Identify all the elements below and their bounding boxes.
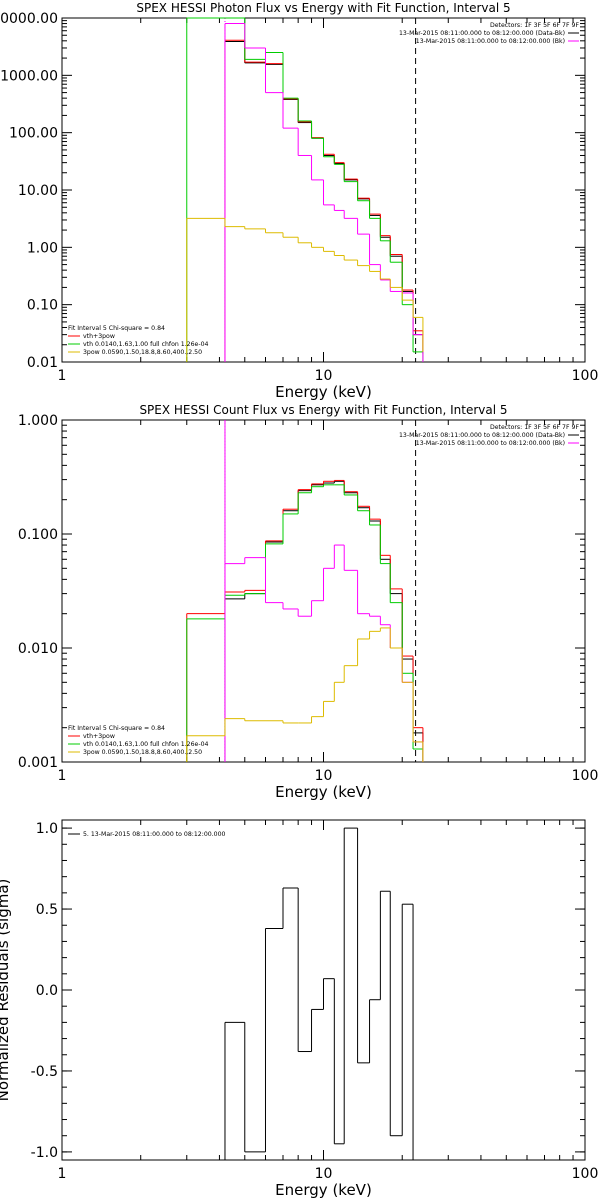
legend-entry-text: vth+3pow [83,733,115,740]
y-tick-label: 1.000 [18,413,58,429]
x-tick-label: 100 [572,768,599,784]
legend-entry-text: Fit Interval 5 Chi-square = 0.84 [68,325,165,332]
x-tick-label: 10 [315,768,333,784]
residuals-panel: 1 10 100 -1.0 -0.5 0.0 0.5 1.0 Energy (keV) Norma… [0,819,599,1199]
legend-entry-text: 5. 13-Mar-2015 08:11:00.000 to 08:12:00.… [83,831,226,838]
y-tick-label: 1.0 [36,821,58,837]
y-tick-label: 1.00 [27,240,58,256]
y-tick-label: 1000.00 [0,68,58,84]
legend-entry-text: 13-Mar-2015 08:11:00.000 to 08:12:00.000… [399,30,565,37]
chart-title: SPEX HESSI Photon Flux vs Energy with Fi… [136,1,510,15]
y-tick-label: -0.5 [31,1064,58,1080]
y-tick-label: 100.00 [9,126,58,142]
x-axis-label: Energy (keV) [275,383,372,401]
y-tick-label: 10.00 [18,183,58,199]
legend-entry-text: vth 0.0140,1.63,1.00 full chfon 1.26e-04 [83,341,209,348]
legend-entry-text: 13-Mar-2015 08:11:00.000 to 08:12:00.000… [399,432,565,439]
x-axis-label: Energy (keV) [275,1181,372,1199]
y-tick-label: 0.0 [36,983,58,999]
y-tick-label: 0.5 [36,902,58,918]
legend-entry-text: Detectors: 1F 3F 5F 6F 7F 9F [490,22,579,29]
x-axis-label: Energy (keV) [275,783,372,801]
y-tick-label: 0000.00 [0,11,58,27]
y-tick-label: 0.01 [27,355,58,371]
count-flux-panel: SPEX HESSI Count Flux vs Energy with Fit… [18,403,598,801]
y-axis-label: Normalized Residuals (sigma) [0,879,12,1102]
legend-entry-text: 3pow 0.0590,1.50,18.8,8.60,400.,2.50 [83,349,202,356]
x-tick-label: 1 [58,768,67,784]
legend-entry-text: Fit Interval 5 Chi-square = 0.84 [68,725,165,732]
x-tick-label: 1 [58,1166,67,1182]
x-tick-label: 100 [572,368,599,384]
legend-entry-text: 13-Mar-2015 08:11:00.000 to 08:12:00.000… [416,38,565,45]
legend-entry-text: Detectors: 1F 3F 5F 6F 7F 9F [490,424,579,431]
legend-entry-text: vth+3pow [83,333,115,340]
y-tick-label: 0.10 [27,298,58,314]
legend-entry-text: vth 0.0140,1.63,1.00 full chfon 1.26e-04 [83,741,209,748]
legend-entry-text: 3pow 0.0590,1.50,18.8,8.60,400.,2.50 [83,749,202,756]
y-tick-label: 0.010 [18,641,58,657]
x-tick-label: 1 [58,368,67,384]
x-tick-label: 10 [315,368,333,384]
x-tick-label: 100 [572,1166,599,1182]
y-tick-label: -1.0 [31,1145,58,1161]
x-tick-label: 10 [315,1166,333,1182]
y-tick-label: 0.100 [18,527,58,543]
y-tick-label: 0.001 [18,755,58,771]
chart-title: SPEX HESSI Count Flux vs Energy with Fit… [139,403,507,417]
legend-entry-text: 13-Mar-2015 08:11:00.000 to 08:12:00.000… [416,440,565,447]
photon-flux-panel: SPEX HESSI Photon Flux vs Energy with Fi… [0,1,598,401]
